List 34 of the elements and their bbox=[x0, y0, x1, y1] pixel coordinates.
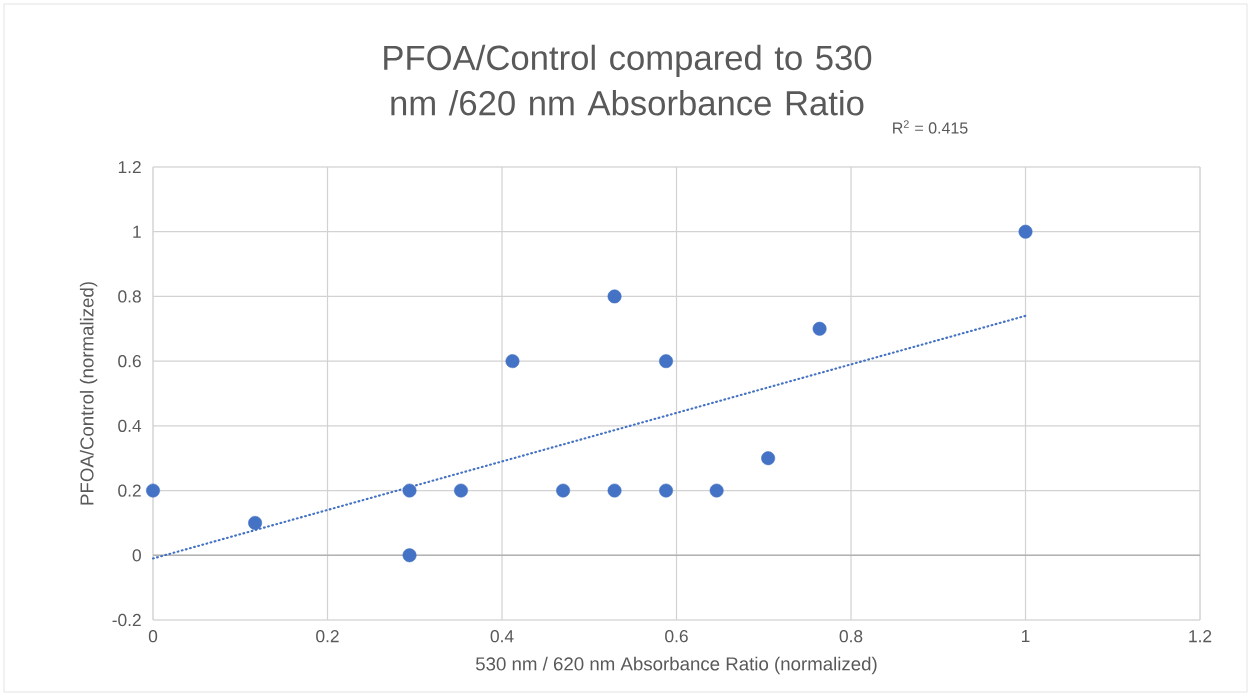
point bbox=[248, 515, 263, 530]
x-tick-label: 0.8 bbox=[839, 630, 863, 643]
x-tick-label: 0.4 bbox=[490, 630, 514, 643]
y-tick-label: 0.8 bbox=[118, 290, 141, 303]
point bbox=[659, 354, 673, 369]
point bbox=[709, 483, 724, 498]
y-tick-label: 0 bbox=[132, 549, 141, 562]
point bbox=[607, 483, 622, 498]
text: R$^{2}$ = 0.415 bbox=[893, 120, 968, 134]
x-tick-label: 0.6 bbox=[665, 630, 688, 643]
x-tick-label: 0 bbox=[148, 630, 158, 643]
point bbox=[761, 451, 776, 466]
point bbox=[505, 354, 520, 369]
point bbox=[402, 548, 417, 563]
x-tick-label: 1 bbox=[1022, 630, 1030, 642]
point bbox=[454, 483, 468, 498]
point bbox=[556, 483, 571, 498]
y-tick-label: 0.4 bbox=[118, 419, 142, 432]
y-axis-title: PFOA/Control (normalized) bbox=[79, 282, 98, 505]
x-tick-label: 1.2 bbox=[1189, 630, 1212, 643]
y-tick-label: 0.6 bbox=[118, 355, 141, 368]
point bbox=[402, 483, 417, 498]
point bbox=[659, 483, 673, 498]
point bbox=[1018, 224, 1033, 239]
y-tick-label: 0.2 bbox=[118, 484, 141, 497]
chart-title: PFOA/Control compared to 530 nm /620 nm Absorbance Ratio bbox=[384, 44, 872, 116]
x-axis-title: 530 nm / 620 nm Absorbance Ratio (normalized) bbox=[475, 656, 877, 675]
y-tick-label: -0.2 bbox=[112, 613, 141, 627]
y-tick-label: 1.2 bbox=[118, 160, 141, 174]
point bbox=[812, 321, 827, 336]
point bbox=[146, 483, 160, 498]
point bbox=[607, 289, 622, 304]
y-tick-label: 1 bbox=[133, 225, 141, 238]
x-tick-label: 0.2 bbox=[316, 630, 339, 643]
